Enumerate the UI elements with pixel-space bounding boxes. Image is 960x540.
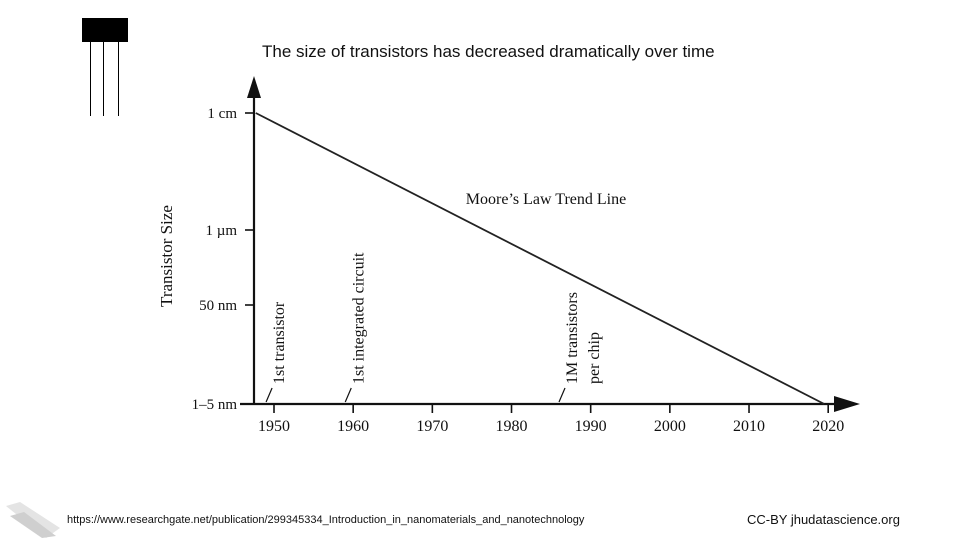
slide-title: The size of transistors has decreased dr…	[262, 42, 715, 61]
transistor-body	[82, 18, 128, 42]
x-tick-label: 1950	[258, 418, 290, 435]
source-link[interactable]: https://www.researchgate.net/publication…	[67, 514, 585, 526]
y-axis-title: Transistor Size	[157, 205, 176, 307]
trend-line	[255, 112, 825, 405]
logo-icon	[6, 502, 60, 538]
y-tick-label: 1 µm	[205, 223, 237, 239]
series: Moore’s Law Trend Line	[255, 112, 825, 405]
x-tick-label: 1980	[496, 418, 528, 435]
annotation-leader	[265, 387, 273, 403]
annotations: 1st transistor 1st integrated circuit 1M t…	[265, 252, 603, 403]
y-axis-arrow	[247, 76, 261, 98]
annotation-leader	[558, 387, 566, 403]
x-tick-label: 2010	[733, 418, 765, 435]
annotation-leader	[344, 387, 352, 403]
y-tick-label: 1–5 nm	[192, 397, 238, 413]
license-text: CC-BY jhudatascience.org	[747, 512, 900, 527]
annotation-label: 1M transistors	[564, 292, 581, 384]
series-label: Moore’s Law Trend Line	[466, 191, 626, 208]
annotation-label: 1st transistor	[271, 301, 288, 384]
x-tick-label: 1970	[416, 418, 448, 435]
x-tick-label: 2020	[812, 418, 844, 435]
x-tick-label: 2000	[654, 418, 686, 435]
annotation-label: per chip	[586, 332, 603, 384]
ticks: 1950 1960 1970 1980 1990 2000 2010 2020 1 cm 1 µm…	[192, 106, 845, 435]
x-tick-label: 1960	[337, 418, 369, 435]
transistor-icon	[82, 18, 128, 118]
x-axis-arrow	[834, 396, 860, 412]
transistor-leg-left	[90, 42, 91, 116]
transistor-leg-middle	[103, 42, 104, 116]
y-tick-label: 1 cm	[207, 106, 237, 122]
x-tick-label: 1990	[575, 418, 607, 435]
transistor-leg-right	[118, 42, 119, 116]
axes	[240, 76, 860, 412]
y-tick-label: 50 nm	[199, 298, 237, 314]
annotation-label: 1st integrated circuit	[350, 252, 367, 384]
